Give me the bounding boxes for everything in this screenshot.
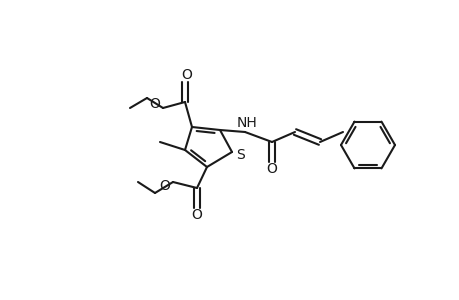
Text: O: O bbox=[159, 179, 170, 193]
Text: NH: NH bbox=[236, 116, 257, 130]
Text: O: O bbox=[181, 68, 192, 82]
Text: O: O bbox=[149, 97, 160, 111]
Text: S: S bbox=[236, 148, 245, 162]
Text: O: O bbox=[191, 208, 202, 222]
Text: O: O bbox=[266, 162, 277, 176]
